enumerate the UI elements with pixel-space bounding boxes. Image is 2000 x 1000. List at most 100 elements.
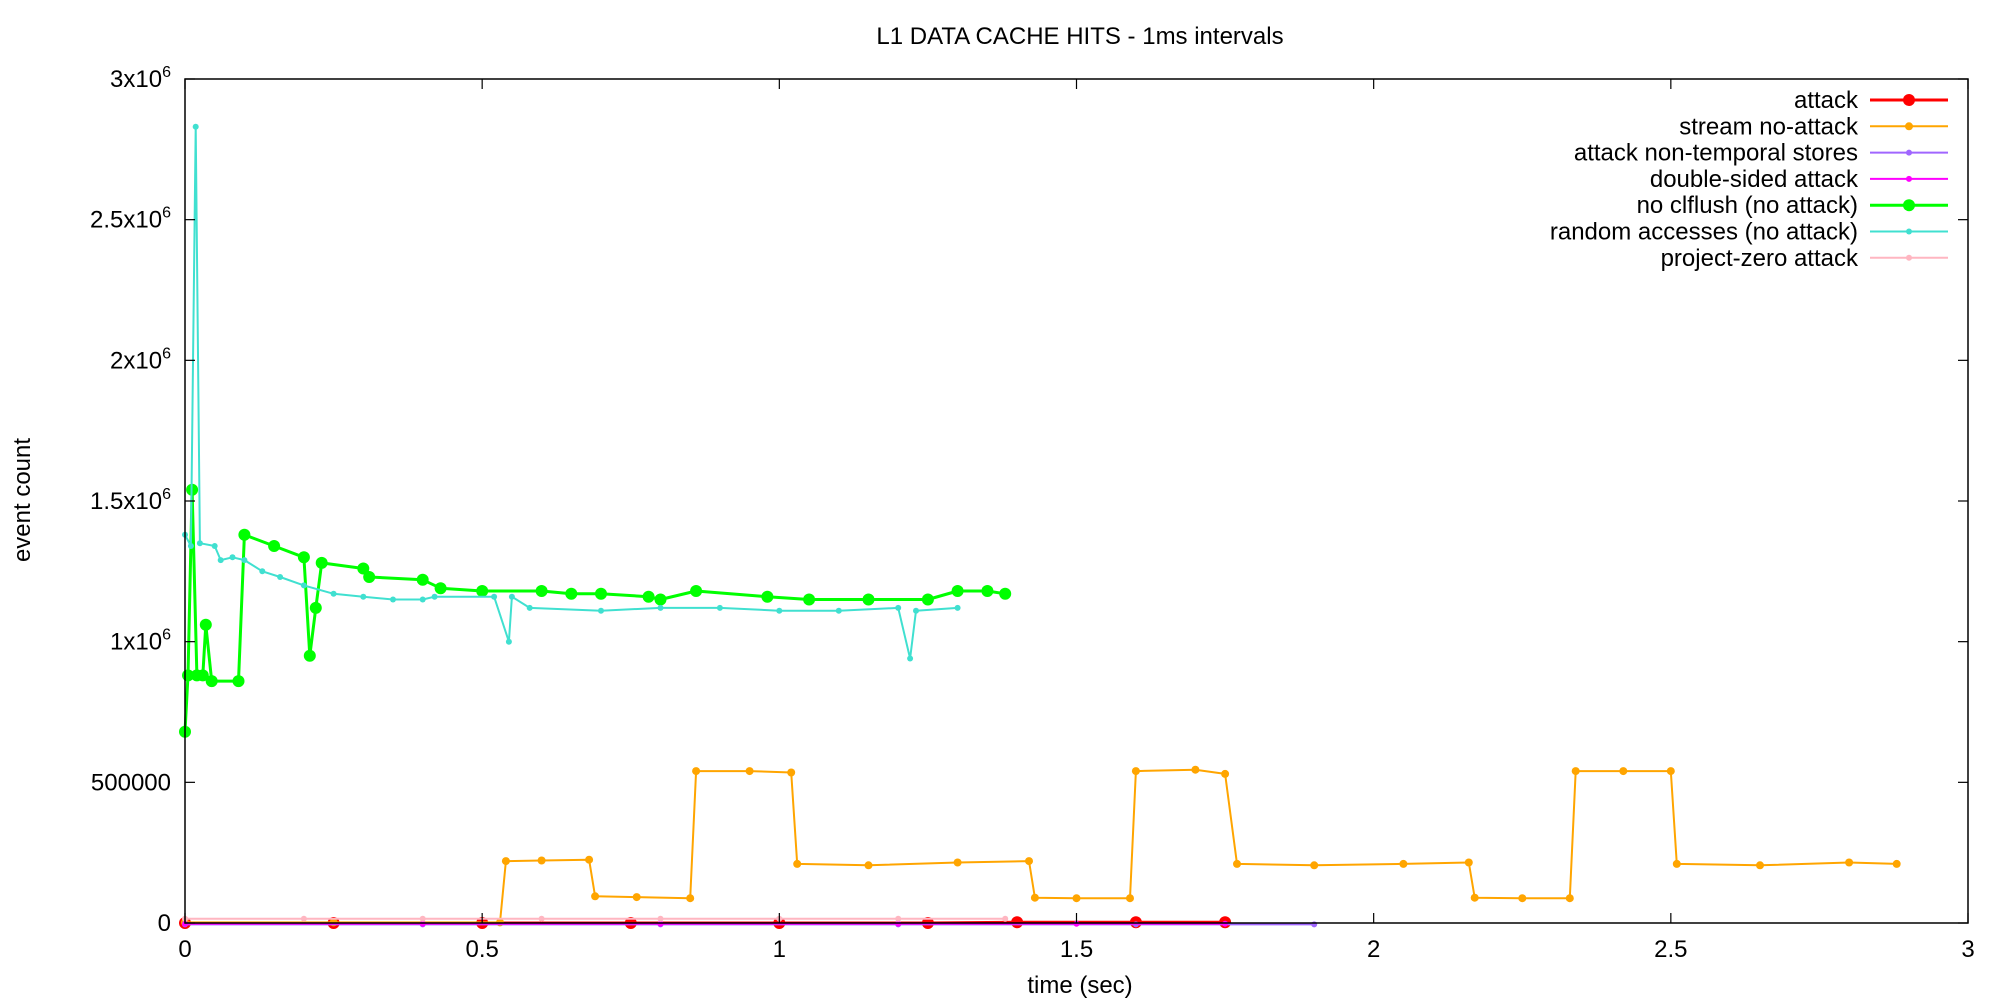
y-tick-label-base: 2.5x10 [90, 207, 162, 234]
legend-swatch-marker [1906, 175, 1912, 182]
data-point [1464, 858, 1473, 867]
x-tick-label: 1.5 [1060, 936, 1093, 963]
legend-label: attack [1794, 87, 1859, 114]
data-point [205, 675, 218, 688]
data-point [1756, 861, 1764, 870]
data-point [476, 585, 489, 597]
chart-title: L1 DATA CACHE HITS - 1ms intervals [876, 23, 1283, 50]
data-point [300, 915, 307, 922]
legend-item: project-zero attack [1661, 245, 1948, 272]
data-point [907, 655, 914, 662]
data-point [238, 528, 251, 541]
data-point [434, 582, 447, 595]
data-point [241, 557, 248, 564]
data-point [187, 543, 194, 549]
legend-swatch-marker [1906, 254, 1912, 261]
y-tick-label-exponent: 6 [162, 205, 171, 222]
data-point [1072, 894, 1081, 903]
data-point [1892, 859, 1901, 868]
legend-item: no clflush (no attack) [1637, 192, 1948, 219]
y-tick-label: 1.5x106 [90, 486, 171, 515]
data-point [642, 590, 655, 603]
data-point [363, 571, 376, 583]
y-tick-label: 2.5x106 [90, 205, 171, 234]
data-point [598, 607, 604, 614]
data-point [690, 585, 703, 597]
y-tick-label: 2x106 [110, 345, 171, 374]
data-point [211, 543, 218, 549]
y-tick-label: 0 [158, 910, 171, 937]
data-point [999, 587, 1012, 600]
data-point [1518, 894, 1527, 903]
legend-item: attack non-temporal stores [1574, 140, 1948, 167]
y-tick-label-exponent: 6 [162, 345, 171, 362]
data-point [259, 568, 266, 575]
series-6 [182, 915, 1009, 922]
data-point [1845, 858, 1854, 867]
data-point [309, 601, 322, 614]
legend-label: project-zero attack [1661, 245, 1859, 272]
legend-item: double-sided attack [1650, 166, 1948, 193]
data-point [953, 858, 962, 867]
data-point [745, 767, 754, 776]
data-point [526, 604, 533, 611]
data-point [803, 593, 816, 606]
data-point [330, 590, 337, 597]
data-point [632, 893, 641, 902]
data-point [951, 585, 964, 597]
data-point [1222, 920, 1229, 927]
y-tick-label-base: 1.5x10 [90, 488, 162, 515]
data-point [787, 768, 796, 777]
legend-item: random accesses (no attack) [1550, 219, 1948, 246]
x-tick-label: 0.5 [465, 936, 498, 963]
data-point [895, 604, 902, 611]
data-point [277, 574, 284, 580]
data-point [1131, 767, 1140, 776]
data-point [657, 915, 664, 922]
y-tick-label: 500000 [91, 769, 171, 796]
series-5 [182, 123, 961, 662]
data-point [416, 573, 429, 586]
y-tick-label-base: 1x10 [110, 629, 162, 656]
data-point [864, 861, 873, 870]
y-tick-label-base: 500000 [91, 769, 171, 796]
data-point [761, 590, 774, 603]
data-point [303, 649, 316, 662]
data-point [232, 675, 245, 688]
data-point [835, 607, 842, 614]
y-tick-label-exponent: 6 [162, 627, 171, 644]
legend-item: stream no-attack [1679, 113, 1948, 140]
x-tick-label: 1 [773, 936, 786, 963]
data-point [1619, 767, 1628, 776]
data-point [862, 593, 875, 606]
x-tick-label: 0 [178, 936, 191, 963]
legend-swatch-marker [1905, 122, 1913, 131]
legend-label: no clflush (no attack) [1637, 192, 1858, 219]
y-axis-label: event count [9, 438, 36, 562]
data-point [300, 582, 307, 589]
data-point [585, 855, 594, 864]
legend-label: attack non-temporal stores [1574, 140, 1858, 167]
data-point [360, 593, 367, 600]
y-tick-label-exponent: 6 [162, 64, 171, 81]
data-point [565, 587, 578, 600]
data-point [716, 604, 723, 611]
data-point [538, 915, 545, 922]
data-point [419, 915, 426, 922]
data-point [1002, 915, 1009, 922]
legend-label: random accesses (no attack) [1550, 219, 1858, 246]
data-point [1666, 767, 1675, 776]
data-point [431, 593, 438, 600]
data-point [217, 557, 224, 564]
data-point [508, 593, 515, 600]
y-tick-label-exponent: 6 [162, 486, 171, 503]
legend-swatch-marker [1906, 228, 1912, 235]
y-tick-label-base: 0 [158, 910, 171, 937]
y-tick-label: 3x106 [110, 64, 171, 93]
data-point [921, 593, 934, 606]
data-point [1126, 894, 1134, 903]
data-point [793, 859, 802, 868]
